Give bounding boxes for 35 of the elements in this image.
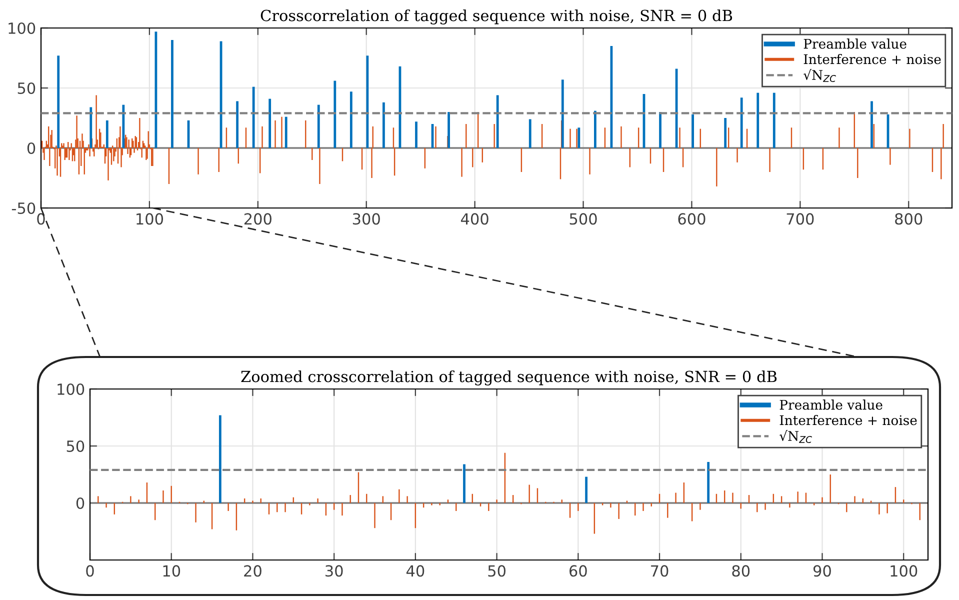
x-tick-label: 700 [786, 213, 814, 225]
x-tick-label: 200 [244, 213, 272, 225]
x-tick-label: 300 [352, 213, 380, 225]
x-tick-label: 800 [895, 213, 922, 225]
y-tick-label: -50 [12, 202, 36, 214]
legend-label: Preamble value [804, 38, 906, 49]
x-tick-label: 600 [678, 213, 706, 225]
x-tick-label: 10 [163, 565, 180, 577]
legend-label: Interference + noise [804, 54, 941, 64]
x-tick-label: 100 [890, 565, 918, 577]
x-tick-label: 90 [813, 565, 831, 577]
y-tick-label: 0 [76, 497, 84, 510]
y-tick-label: 50 [66, 440, 84, 452]
legend-label: Preamble value [780, 400, 882, 410]
y-tick-label: 50 [18, 82, 36, 94]
x-tick-label: 400 [460, 213, 488, 225]
y-tick-label: 100 [8, 22, 36, 34]
x-tick-label: 30 [326, 565, 343, 577]
x-tick-label: 60 [570, 565, 587, 577]
legend-label: √N$_{ZC}$ [780, 430, 812, 443]
x-tick-label: 0 [86, 565, 94, 577]
x-tick-label: 20 [244, 565, 262, 577]
legend-label: Interference + noise [780, 414, 917, 426]
x-tick-label: 0 [37, 213, 45, 225]
x-tick-label: 70 [651, 565, 668, 577]
x-tick-label: 100 [136, 213, 164, 225]
x-tick-label: 50 [488, 565, 506, 577]
y-tick-label: 0 [27, 142, 36, 154]
chart-title: Crosscorrelation of tagged sequence with noise, SNR = 0 dB [260, 9, 732, 24]
x-tick-label: 80 [732, 565, 750, 577]
legend-label: √N$_{ZC}$ [804, 69, 836, 82]
x-tick-label: 40 [406, 565, 424, 577]
y-tick-label: 100 [58, 383, 84, 396]
x-tick-label: 500 [570, 213, 597, 225]
chart-title: Zoomed crosscorrelation of tagged sequence with noise, SNR = 0 dB [241, 370, 777, 386]
